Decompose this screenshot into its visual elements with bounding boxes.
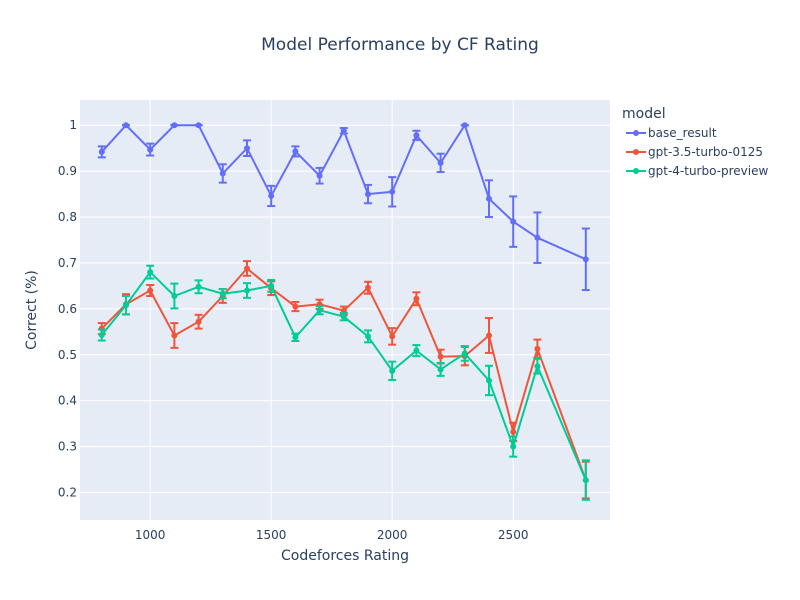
legend-label: base_result <box>648 126 717 140</box>
series-line <box>101 267 587 481</box>
legend-marker <box>633 168 639 174</box>
data-point <box>534 363 541 370</box>
data-point <box>364 284 371 291</box>
legend-item-gpt-3.5-turbo-0125[interactable]: gpt-3.5-turbo-0125 <box>626 145 763 159</box>
data-point <box>485 332 492 339</box>
data-point <box>510 218 517 225</box>
data-point <box>582 256 589 263</box>
data-point <box>340 313 347 320</box>
data-point <box>122 122 129 129</box>
data-point <box>268 192 275 199</box>
series-gpt-4-turbo-preview <box>97 264 590 501</box>
legend-label: gpt-3.5-turbo-0125 <box>648 145 763 159</box>
y-tick-label: 0.5 <box>58 348 77 362</box>
data-point <box>219 170 226 177</box>
series-line <box>101 270 587 481</box>
data-point <box>364 333 371 340</box>
data-point <box>534 345 541 352</box>
data-point <box>243 145 250 152</box>
gridlines <box>80 100 610 520</box>
data-point <box>485 195 492 202</box>
data-point <box>316 307 323 314</box>
series-line <box>101 122 587 261</box>
data-point <box>195 122 202 129</box>
legend-title: model <box>622 106 666 122</box>
x-axis-title: Codeforces Rating <box>281 548 409 564</box>
x-tick-label: 1500 <box>256 528 287 542</box>
legend-marker <box>633 130 639 136</box>
data-point <box>364 191 371 198</box>
y-tick-label: 0.6 <box>58 302 77 316</box>
data-point <box>292 303 299 310</box>
data-point <box>534 234 541 241</box>
data-point <box>340 127 347 134</box>
y-axis-title: Correct (%) <box>24 270 40 350</box>
data-point <box>219 290 226 297</box>
y-tick-label: 0.7 <box>58 256 77 270</box>
data-point <box>147 287 154 294</box>
data-point <box>389 188 396 195</box>
data-point <box>268 282 275 289</box>
series-layer <box>97 122 590 501</box>
data-point <box>292 148 299 155</box>
data-point <box>485 377 492 384</box>
y-tick-label: 0.2 <box>58 485 77 499</box>
data-point <box>171 122 178 129</box>
data-point <box>147 146 154 153</box>
data-point <box>98 148 105 155</box>
data-point <box>98 332 105 339</box>
legend[interactable]: model base_result gpt-3.5-turbo-0125 gpt-4… <box>622 106 768 178</box>
data-point <box>582 477 589 484</box>
y-tick-label: 0.8 <box>58 210 77 224</box>
data-point <box>437 159 444 166</box>
tick-labels: 1000 1500 2000 2500 0.2 0.3 0.4 0.5 0.6 0.7 0.8 0.9… <box>58 118 529 542</box>
y-tick-label: 0.3 <box>58 440 77 454</box>
data-point <box>461 122 468 129</box>
y-tick-label: 1 <box>69 118 77 132</box>
legend-item-base_result[interactable]: base_result <box>626 126 717 140</box>
legend-item-gpt-4-turbo-preview[interactable]: gpt-4-turbo-preview <box>626 164 768 178</box>
data-point <box>243 265 250 272</box>
chart-title: Model Performance by CF Rating <box>261 35 539 55</box>
data-point <box>292 334 299 341</box>
data-point <box>195 318 202 325</box>
x-tick-label: 1000 <box>135 528 166 542</box>
data-point <box>147 269 154 276</box>
series-base_result <box>97 122 590 292</box>
data-point <box>195 283 202 290</box>
data-point <box>316 172 323 179</box>
data-point <box>437 353 444 360</box>
y-tick-label: 0.9 <box>58 164 77 178</box>
data-point <box>389 333 396 340</box>
data-point <box>171 293 178 299</box>
data-point <box>413 347 420 354</box>
x-tick-label: 2500 <box>498 528 529 542</box>
data-point <box>413 295 420 302</box>
data-point <box>122 302 129 309</box>
data-point <box>510 443 517 450</box>
data-point <box>437 366 444 373</box>
y-tick-label: 0.4 <box>58 394 77 408</box>
legend-marker <box>633 149 639 155</box>
legend-label: gpt-4-turbo-preview <box>648 164 768 178</box>
x-tick-label: 2000 <box>377 528 408 542</box>
data-point <box>243 287 250 294</box>
data-point <box>413 132 420 139</box>
data-point <box>389 367 396 374</box>
data-point <box>461 350 468 357</box>
data-point <box>171 332 178 339</box>
data-point <box>510 428 517 435</box>
